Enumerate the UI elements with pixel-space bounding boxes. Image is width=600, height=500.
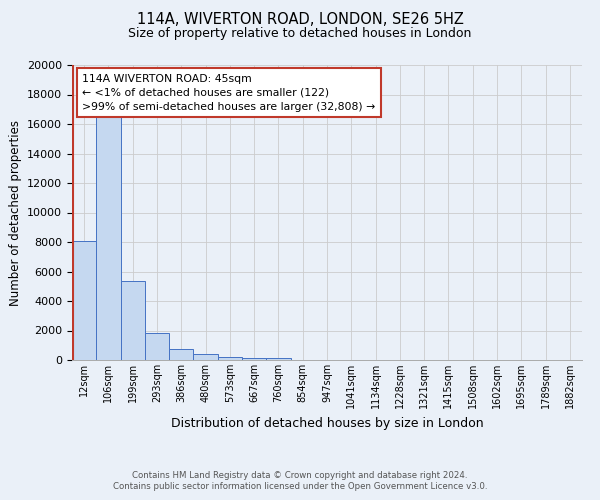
Bar <box>96 116 121 360</box>
Bar <box>169 350 193 360</box>
Text: Size of property relative to detached houses in London: Size of property relative to detached ho… <box>128 28 472 40</box>
Text: Contains public sector information licensed under the Open Government Licence v3: Contains public sector information licen… <box>113 482 487 491</box>
Bar <box>121 281 145 360</box>
Text: Contains HM Land Registry data © Crown copyright and database right 2024.: Contains HM Land Registry data © Crown c… <box>132 471 468 480</box>
Y-axis label: Number of detached properties: Number of detached properties <box>8 120 22 306</box>
Bar <box>72 240 96 360</box>
Bar <box>266 358 290 360</box>
Bar <box>193 354 218 360</box>
Bar <box>242 358 266 360</box>
Text: 114A WIVERTON ROAD: 45sqm
← <1% of detached houses are smaller (122)
>99% of sem: 114A WIVERTON ROAD: 45sqm ← <1% of detac… <box>82 74 376 112</box>
Bar <box>218 357 242 360</box>
Text: 114A, WIVERTON ROAD, LONDON, SE26 5HZ: 114A, WIVERTON ROAD, LONDON, SE26 5HZ <box>137 12 463 28</box>
Bar <box>145 333 169 360</box>
X-axis label: Distribution of detached houses by size in London: Distribution of detached houses by size … <box>170 416 484 430</box>
